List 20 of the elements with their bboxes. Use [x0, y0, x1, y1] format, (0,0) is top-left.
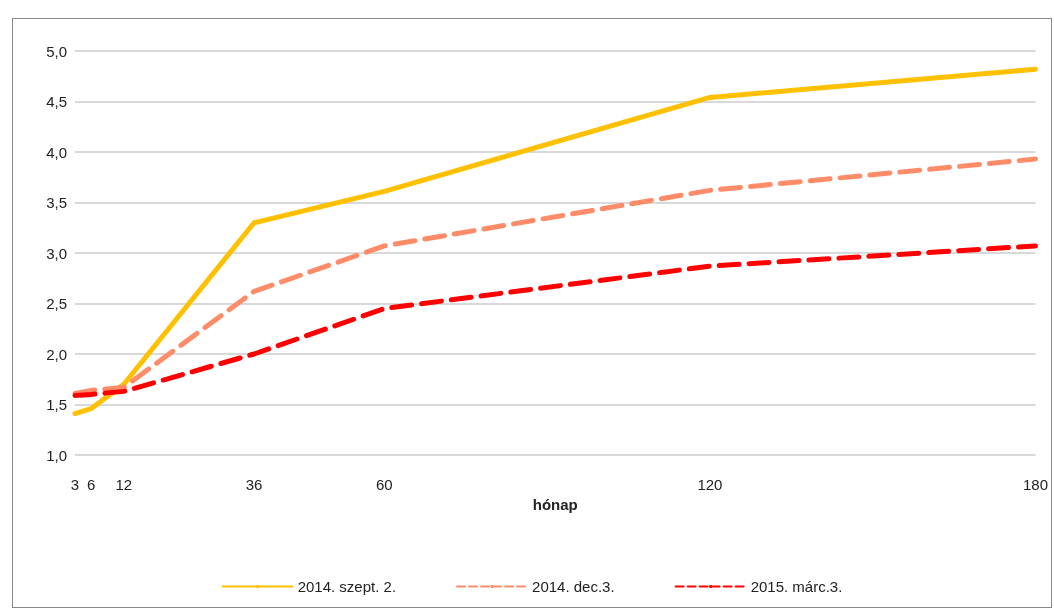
x-tick-label: 60 [375, 476, 393, 493]
x-tick-label: 180 [1022, 476, 1048, 493]
x-tick-label: 3 [70, 476, 80, 493]
y-tick-label: 3,5 [46, 194, 67, 211]
y-tick-label: 3,0 [46, 244, 67, 262]
x-tick-label: 36 [245, 476, 263, 493]
legend-label: 2015. márc.3. [750, 578, 843, 595]
y-tick-label: 4,0 [46, 143, 67, 161]
y-tick-label: 5,0 [46, 42, 67, 60]
y-tick-label: 2,5 [46, 295, 67, 312]
legend-label: 2014. szept. 2. [297, 578, 397, 595]
y-tick-label: 1,5 [46, 396, 67, 413]
x-tick-label: 6 [87, 476, 96, 493]
y-tick-label: 4,5 [46, 93, 67, 110]
y-tick-label: 2,0 [46, 345, 67, 363]
x-tick-label: 120 [697, 476, 723, 493]
y-tick-label: 1,0 [46, 446, 67, 464]
x-axis-title: hónap [532, 495, 578, 513]
x-tick-label: 12 [115, 476, 133, 493]
legend-label: 2014. dec.3. [532, 578, 615, 595]
